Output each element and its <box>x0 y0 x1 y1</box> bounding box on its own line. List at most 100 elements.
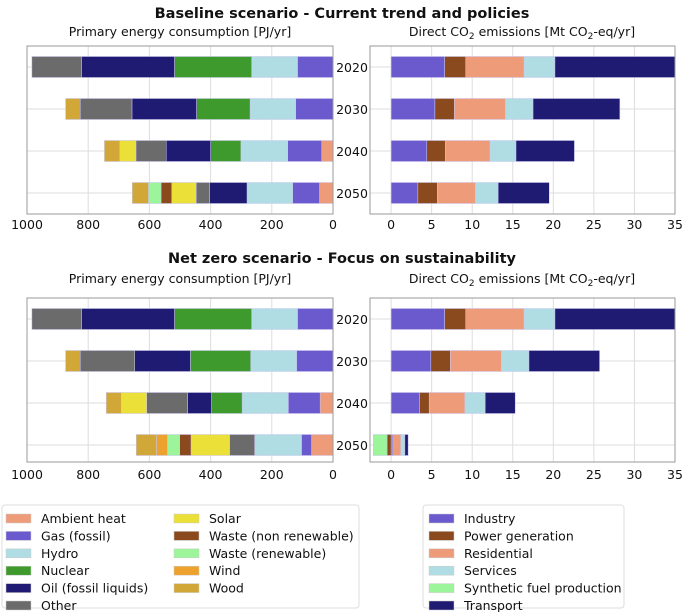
bar-segment-residential-2020 <box>465 56 525 78</box>
bar-segment-services-2020 <box>523 308 556 330</box>
x-tick-label: 15 <box>505 217 521 232</box>
x-tick-label: 25 <box>586 467 602 482</box>
bar-segment-gas-fossil--2040 <box>287 140 322 162</box>
energy-axes: 1000 800 600 400 200 0 <box>11 297 337 482</box>
bar-segment-oil-fossil-liquids--2050 <box>209 182 248 204</box>
energy-subtitle: Primary energy consumption [PJ/yr] <box>69 271 291 286</box>
x-tick-label: 20 <box>545 217 561 232</box>
x-tick-label: 0 <box>329 467 337 482</box>
bar-segment-power-generation-2040 <box>426 140 446 162</box>
bar-segment-other-2050 <box>229 434 255 456</box>
panel-title: Net zero scenario - Focus on sustainabil… <box>168 251 517 267</box>
bar-segment-residential-2020 <box>465 308 525 330</box>
axes-frame <box>369 297 676 463</box>
co2-subtitle: Direct CO2 emissions [Mt CO2-eq/yr] <box>409 271 635 289</box>
bar-segment-nuclear-2020 <box>174 56 252 78</box>
bar-segment-power-generation-2040 <box>419 392 430 414</box>
bar-segment-power-generation-2030 <box>430 350 451 372</box>
bar-segment-hydro-2020 <box>251 56 298 78</box>
bar-segment-wood-2050 <box>132 182 149 204</box>
co2-axes: 0 5 10 15 20 25 30 35 <box>369 297 683 482</box>
bar-segment-hydro-2050 <box>246 182 293 204</box>
bar-segment-residential-2050 <box>392 434 402 456</box>
legend-swatch <box>173 531 200 541</box>
legend-label: Industry <box>464 511 516 526</box>
legend-label: Power generation <box>464 528 574 543</box>
legend-swatch <box>428 583 455 593</box>
x-tick-label: 1000 <box>11 217 43 232</box>
bar-segment-gas-fossil--2040 <box>288 392 321 414</box>
bar-segment-oil-fossil-liquids--2020 <box>81 308 175 330</box>
bar-segment-gas-fossil--2050 <box>292 182 320 204</box>
bar-segment-ambient-heat-2040 <box>321 140 334 162</box>
legend-label: Other <box>41 598 77 612</box>
axes-frame <box>369 45 676 215</box>
bar-segment-wood-2040 <box>106 392 122 414</box>
bar-segment-wood-2040 <box>104 140 120 162</box>
bar-segment-oil-fossil-liquids--2020 <box>81 56 175 78</box>
bar-segment-industry-2030 <box>390 350 432 372</box>
bar-segment-residential-2050 <box>437 182 476 204</box>
bar-segment-oil-fossil-liquids--2030 <box>134 350 191 372</box>
subtitle-part: 2 <box>588 32 594 42</box>
axes-frame <box>26 45 334 215</box>
x-tick-label: 0 <box>387 467 395 482</box>
bar-segment-wood-2030 <box>65 350 81 372</box>
legend-swatch <box>428 531 455 541</box>
x-tick-label: 1000 <box>11 467 43 482</box>
bar-segment-industry-2020 <box>390 56 445 78</box>
bar-segment-wood-2030 <box>65 98 81 120</box>
bar-segment-other-2040 <box>135 140 167 162</box>
bar-segment-industry-2020 <box>390 308 445 330</box>
bar-segment-transport-2030 <box>528 350 600 372</box>
legend-label: Solar <box>209 511 242 526</box>
bar-segment-transport-2040 <box>515 140 575 162</box>
bar-segment-solar-2040 <box>119 140 137 162</box>
bar-segment-transport-2040 <box>484 392 516 414</box>
x-tick-label: 400 <box>199 467 223 482</box>
subtitle-part: Direct CO <box>409 271 469 286</box>
legend-swatch <box>428 513 455 524</box>
energy-legend: Ambient heat Gas (fossil) Hydro Nuclear Oil … <box>1 504 360 612</box>
x-tick-label: 15 <box>505 467 521 482</box>
bar-segment-nuclear-2040 <box>210 140 242 162</box>
bar-segment-gas-fossil--2020 <box>297 308 334 330</box>
x-tick-label: 35 <box>667 217 683 232</box>
bar-segment-nuclear-2040 <box>211 392 243 414</box>
bar-segment-industry-2040 <box>390 140 428 162</box>
bar-segment-ambient-heat-2050 <box>311 434 334 456</box>
legend-label: Nuclear <box>41 563 90 578</box>
bar-segment-gas-fossil--2030 <box>295 98 334 120</box>
legend-label: Gas (fossil) <box>41 528 111 543</box>
legend-label: Waste (non renewable) <box>209 528 354 543</box>
legend-swatch <box>5 600 32 611</box>
bar-segment-industry-2030 <box>390 98 436 120</box>
legend-swatch <box>5 583 32 593</box>
legend-label: Waste (renewable) <box>209 546 326 561</box>
bar-segment-solar-2050 <box>171 182 197 204</box>
legend-swatch <box>5 548 32 559</box>
bar-segment-power-generation-2020 <box>444 56 466 78</box>
co2-axes: 0 5 10 15 20 25 30 35 <box>369 45 683 232</box>
bar-segment-services-2040 <box>464 392 486 414</box>
x-tick-label: 5 <box>428 467 436 482</box>
bar-segment-hydro-2030 <box>249 98 296 120</box>
year-label: 2020 <box>336 312 368 327</box>
year-label: 2050 <box>336 186 368 201</box>
bar-segment-hydro-2040 <box>241 392 289 414</box>
legend-label: Hydro <box>41 546 78 561</box>
subtitle-part: 2 <box>469 32 475 42</box>
co2-legend: Industry Power generation Residential Servi… <box>422 504 625 612</box>
bar-segment-waste-non-renewable--2050 <box>179 434 192 456</box>
bar-segment-services-2020 <box>523 56 556 78</box>
x-tick-label: 30 <box>626 217 642 232</box>
x-tick-label: 25 <box>586 217 602 232</box>
bar-segment-waste-renewable--2050 <box>148 182 162 204</box>
subtitle-part: Direct CO <box>409 24 469 39</box>
year-label: 2020 <box>336 60 368 75</box>
legend-swatch <box>428 565 455 576</box>
x-tick-label: 400 <box>199 217 223 232</box>
bar-segment-hydro-2020 <box>251 308 298 330</box>
x-tick-label: 800 <box>76 217 100 232</box>
